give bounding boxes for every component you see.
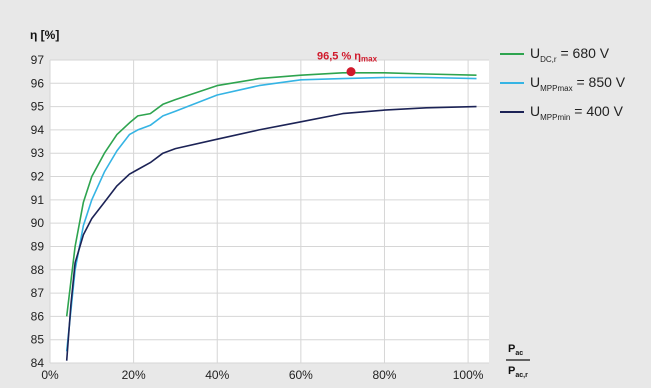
- x-tick-label: 60%: [289, 368, 313, 382]
- y-tick-label: 86: [31, 309, 45, 323]
- legend-entry: UMPPmin = 400 V: [500, 103, 624, 122]
- y-tick-label: 91: [31, 193, 45, 207]
- series-line-mppmax: [65, 76, 477, 352]
- x-tick-labels: 0% 20% 40% 60% 80% 100%: [41, 368, 483, 382]
- y-tick-label: 92: [31, 170, 45, 184]
- x-tick-label: 80%: [372, 368, 396, 382]
- x-label-denominator: P: [508, 365, 515, 377]
- legend-entry: UMPPmax = 850 V: [500, 74, 626, 93]
- legend-entry: UDC,r = 680 V: [500, 45, 610, 64]
- legend-label: UDC,r = 680 V: [530, 45, 610, 64]
- y-tick-labels: 84 85 86 87 88 89 90 91 92 93 94 95 96 97: [31, 53, 45, 370]
- y-tick-label: 96: [31, 76, 45, 90]
- y-tick-label: 94: [31, 123, 45, 137]
- y-tick-label: 93: [31, 146, 45, 160]
- legend-label: UMPPmin = 400 V: [530, 103, 624, 122]
- y-tick-label: 84: [31, 356, 45, 370]
- series-line-mppmin: [65, 105, 477, 361]
- svg-text:Pac: Pac: [508, 343, 523, 357]
- plot-background: [50, 60, 489, 363]
- y-tick-label: 89: [31, 239, 45, 253]
- x-axis-label: Pac Pac,r: [506, 343, 530, 379]
- max-efficiency-label: 96,5 % ηmax: [317, 51, 378, 64]
- x-tick-label: 40%: [205, 368, 229, 382]
- max-efficiency-marker: [346, 67, 356, 77]
- y-tick-label: 88: [31, 263, 45, 277]
- x-label-numerator-sub: ac: [515, 350, 523, 357]
- y-tick-label: 97: [31, 53, 45, 67]
- x-tick-label: 0%: [41, 368, 59, 382]
- y-axis-label: η [%]: [30, 28, 59, 42]
- grid: [49, 59, 489, 364]
- svg-text:Pac,r: Pac,r: [508, 365, 528, 379]
- legend: UDC,r = 680 V UMPPmax = 850 V UMPPmin = 40…: [500, 45, 626, 122]
- x-label-numerator: P: [508, 343, 515, 355]
- y-tick-label: 95: [31, 100, 45, 114]
- y-tick-label: 90: [31, 216, 45, 230]
- max-efficiency-annotation: 96,5 % ηmax: [317, 51, 378, 77]
- x-label-denominator-sub: ac,r: [515, 372, 528, 379]
- legend-label: UMPPmax = 850 V: [530, 74, 626, 93]
- y-tick-label: 85: [31, 333, 45, 347]
- y-tick-label: 87: [31, 286, 45, 300]
- x-tick-label: 100%: [453, 368, 484, 382]
- x-tick-label: 20%: [122, 368, 146, 382]
